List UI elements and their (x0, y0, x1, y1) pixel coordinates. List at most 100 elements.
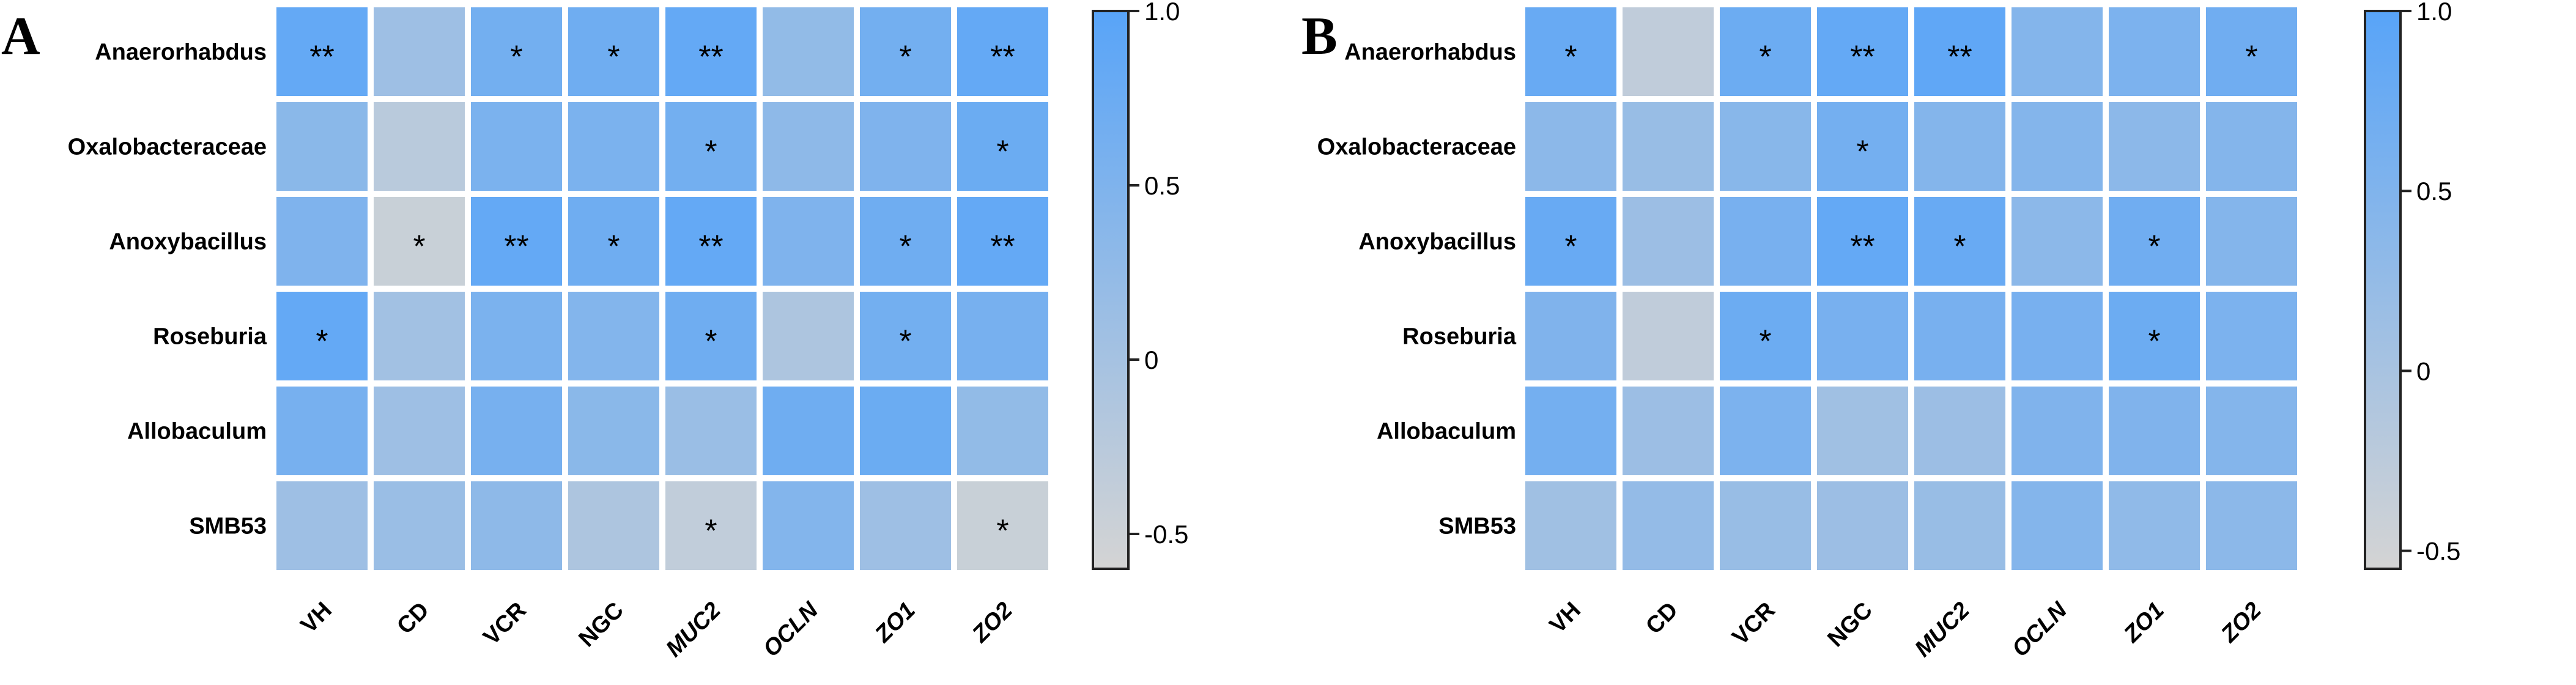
row-label: Oxalobacteraceae (1317, 135, 1516, 160)
significance-marker: ** (1850, 40, 1875, 75)
heatmap-cell (1817, 102, 1908, 191)
significance-marker: * (413, 229, 425, 265)
significance-marker: * (2245, 40, 2257, 75)
heatmap-cell (2206, 7, 2297, 96)
heatmap-cell (2012, 7, 2103, 96)
heatmap-cell (276, 7, 368, 96)
colorbar (1092, 10, 1130, 570)
heatmap-cell (1817, 481, 1908, 570)
heatmap-cell (2109, 102, 2200, 191)
heatmap-cell (471, 292, 562, 380)
heatmap-cell (374, 387, 465, 475)
heatmap-cell (1914, 292, 2005, 380)
heatmap-cell (1817, 197, 1908, 286)
heatmap-cell (1623, 102, 1714, 191)
column-label: CD (1641, 598, 1683, 640)
significance-marker: ** (309, 40, 334, 75)
panel-label: B (1301, 7, 1338, 66)
heatmap-cell (763, 7, 854, 96)
significance-marker: * (316, 324, 328, 360)
heatmap-cell (374, 481, 465, 570)
significance-marker: ** (990, 40, 1015, 75)
colorbar-tick-label: -0.5 (1144, 520, 1188, 549)
heatmap-cell (2012, 292, 2103, 380)
heatmap-cell (2109, 7, 2200, 96)
heatmap-cell (276, 292, 368, 380)
row-label: SMB53 (189, 514, 267, 539)
heatmap-cell (1914, 7, 2005, 96)
significance-marker: * (607, 229, 620, 265)
column-label: ZO2 (2216, 598, 2267, 648)
column-label: MUC2 (1910, 598, 1975, 662)
heatmap-cell (860, 387, 951, 475)
column-label: VCR (478, 598, 531, 650)
row-label: Roseburia (1402, 324, 1517, 350)
heatmap-cell (2109, 292, 2200, 380)
heatmap-cell (2206, 481, 2297, 570)
heatmap-cell (1720, 102, 1811, 191)
row-label: Oxalobacteraceae (68, 135, 267, 160)
heatmap-cell (665, 481, 757, 570)
heatmap-cell (2109, 481, 2200, 570)
heatmap-cell (1720, 481, 1811, 570)
heatmap-cell (568, 7, 659, 96)
heatmap-cell (957, 197, 1048, 286)
heatmap-cell (276, 387, 368, 475)
column-label: VH (1545, 598, 1586, 639)
heatmap-cell (957, 102, 1048, 191)
significance-marker: * (899, 40, 911, 75)
heatmap-cell (1623, 292, 1714, 380)
significance-marker: * (607, 40, 620, 75)
heatmap-cell (1914, 197, 2005, 286)
heatmap-cell (2109, 387, 2200, 475)
row-label: SMB53 (1438, 514, 1516, 539)
heatmap-cell (665, 387, 757, 475)
significance-marker: * (2148, 229, 2160, 265)
heatmap-cell (763, 197, 854, 286)
heatmap-cell (568, 102, 659, 191)
column-label: ZO1 (870, 598, 920, 648)
column-label: ZO2 (967, 598, 1018, 648)
row-label: Roseburia (153, 324, 267, 350)
column-label: VCR (1727, 598, 1780, 650)
heatmap-cell (471, 7, 562, 96)
heatmap-cell (1623, 7, 1714, 96)
heatmap-cell (276, 197, 368, 286)
heatmap-cell (374, 292, 465, 380)
heatmap-cell (2012, 481, 2103, 570)
heatmap-cell (860, 7, 951, 96)
heatmap-cell (2012, 102, 2103, 191)
heatmap-cell (860, 102, 951, 191)
panel-b: B Anaerorhabdus Oxalobacteraceae Anoxybacil… (1301, 0, 2460, 662)
column-label: OCLN (758, 597, 824, 662)
row-label: Anaerorhabdus (1344, 40, 1516, 65)
heatmap-cell (1817, 387, 1908, 475)
panel-label: A (1, 7, 40, 66)
significance-marker: * (1759, 40, 1771, 75)
column-label: ZO1 (2119, 598, 2169, 648)
row-label: Anoxybacillus (1358, 229, 1516, 255)
significance-marker: * (1953, 229, 1966, 265)
significance-marker: * (1564, 229, 1577, 265)
heatmap-cell (1720, 7, 1811, 96)
heatmap-cell (957, 7, 1048, 96)
row-label: Anaerorhabdus (95, 40, 267, 65)
heatmap-cell (1525, 102, 1616, 191)
significance-marker: ** (1947, 40, 1972, 75)
significance-marker: ** (698, 229, 723, 265)
heatmap-cell (665, 197, 757, 286)
panel-a: A Anaerorhabdus Oxalobacteraceae Anoxybacil… (1, 0, 1188, 662)
heatmap-cell (1623, 387, 1714, 475)
heatmap-cell (1623, 481, 1714, 570)
row-label: Anoxybacillus (109, 229, 267, 255)
heatmap-cell (1525, 387, 1616, 475)
heatmap-cell (276, 481, 368, 570)
column-label: MUC2 (661, 598, 726, 662)
heatmap-cell (1525, 7, 1616, 96)
heatmap-cell (1914, 387, 2005, 475)
heatmap-cell (860, 481, 951, 570)
column-label: NGC (574, 598, 628, 652)
significance-marker: * (996, 135, 1009, 170)
heatmap-cell (957, 387, 1048, 475)
